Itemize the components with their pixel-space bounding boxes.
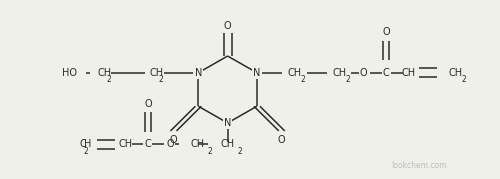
Text: CH: CH <box>97 68 112 78</box>
Text: 2: 2 <box>84 147 88 156</box>
Text: CH: CH <box>449 68 463 78</box>
Text: C: C <box>144 139 152 149</box>
Text: O: O <box>360 68 368 78</box>
Text: CH: CH <box>402 68 415 78</box>
Text: 2: 2 <box>462 75 466 84</box>
Text: O: O <box>166 139 174 149</box>
Text: N: N <box>253 68 260 78</box>
Text: H: H <box>84 139 92 149</box>
Text: 2: 2 <box>238 147 242 156</box>
Text: 2: 2 <box>208 147 212 156</box>
Text: O: O <box>170 135 177 145</box>
Text: C: C <box>383 68 390 78</box>
Text: 2: 2 <box>159 75 164 84</box>
Text: 2: 2 <box>106 75 112 84</box>
Text: CH: CH <box>118 139 133 149</box>
Text: CH: CH <box>332 68 346 78</box>
Text: C: C <box>80 139 86 149</box>
Text: CH: CH <box>190 139 205 149</box>
Text: O: O <box>382 27 390 37</box>
Text: 2: 2 <box>300 75 306 84</box>
Text: CH: CH <box>150 68 164 78</box>
Text: O: O <box>278 135 285 145</box>
Text: CH: CH <box>220 139 234 149</box>
Text: 2: 2 <box>346 75 350 84</box>
Text: HO: HO <box>62 68 76 78</box>
Text: O: O <box>224 21 232 31</box>
Text: O: O <box>144 99 152 109</box>
Text: N: N <box>194 68 202 78</box>
Text: N: N <box>224 118 232 128</box>
Text: lookchem.com: lookchem.com <box>392 161 447 170</box>
Text: CH: CH <box>288 68 302 78</box>
